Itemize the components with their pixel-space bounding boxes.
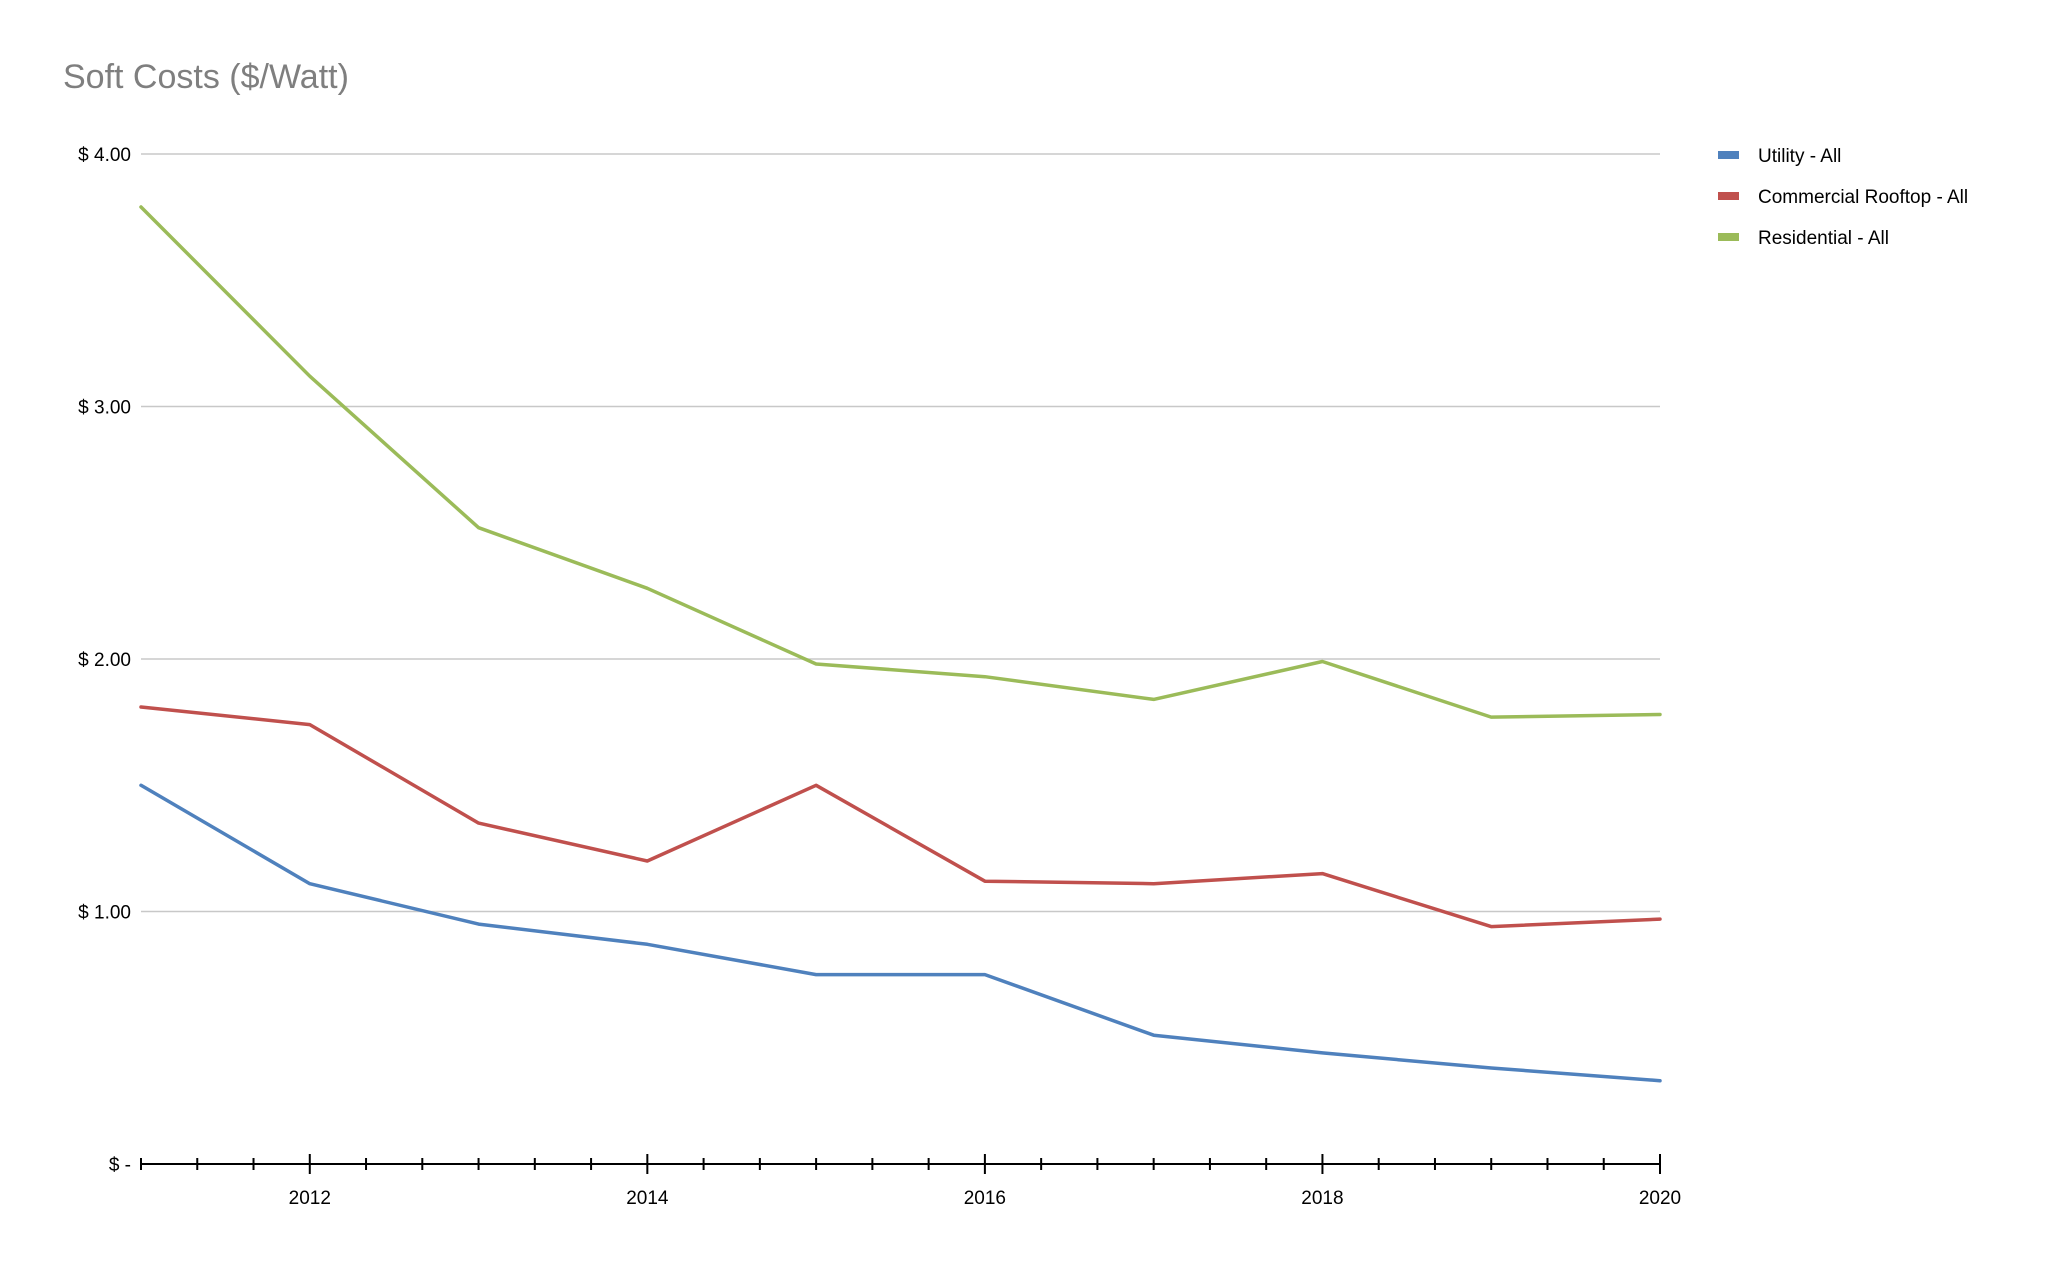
series-line-residential-all bbox=[139, 205, 1662, 719]
x-tick-label: 2018 bbox=[1301, 1188, 1343, 1209]
x-axis: 2012 2014 2016 2018 2020 bbox=[140, 1154, 1681, 1209]
series-line-commercial-rooftop-all bbox=[139, 705, 1662, 929]
gridlines bbox=[141, 153, 1660, 913]
series-line-utility-all bbox=[139, 783, 1662, 1083]
y-tick-label: $ 3.00 bbox=[78, 398, 131, 419]
legend-label: Residential - All bbox=[1758, 228, 1889, 249]
x-tick-label: 2012 bbox=[289, 1188, 331, 1209]
y-tick-label: $ - bbox=[109, 1155, 131, 1176]
legend-label: Commercial Rooftop - All bbox=[1758, 187, 1968, 208]
y-tick-label: $ 4.00 bbox=[78, 145, 131, 166]
y-axis-tick-labels: $ - $ 1.00 $ 2.00 $ 3.00 $ 4.00 bbox=[78, 145, 131, 1176]
x-tick-label: 2016 bbox=[964, 1188, 1006, 1209]
legend-swatch bbox=[1718, 192, 1739, 200]
legend-label: Utility - All bbox=[1758, 146, 1841, 167]
legend-swatch bbox=[1718, 151, 1739, 159]
y-tick-label: $ 2.00 bbox=[78, 650, 131, 671]
chart-title: Soft Costs ($/Watt) bbox=[63, 58, 349, 96]
legend: Utility - All Commercial Rooftop - All Res… bbox=[1718, 146, 1968, 249]
x-tick-label: 2014 bbox=[626, 1188, 669, 1209]
y-tick-label: $ 1.00 bbox=[78, 903, 131, 924]
series-lines bbox=[139, 205, 1662, 1083]
legend-swatch bbox=[1718, 233, 1739, 241]
x-tick-label: 2020 bbox=[1639, 1188, 1681, 1209]
